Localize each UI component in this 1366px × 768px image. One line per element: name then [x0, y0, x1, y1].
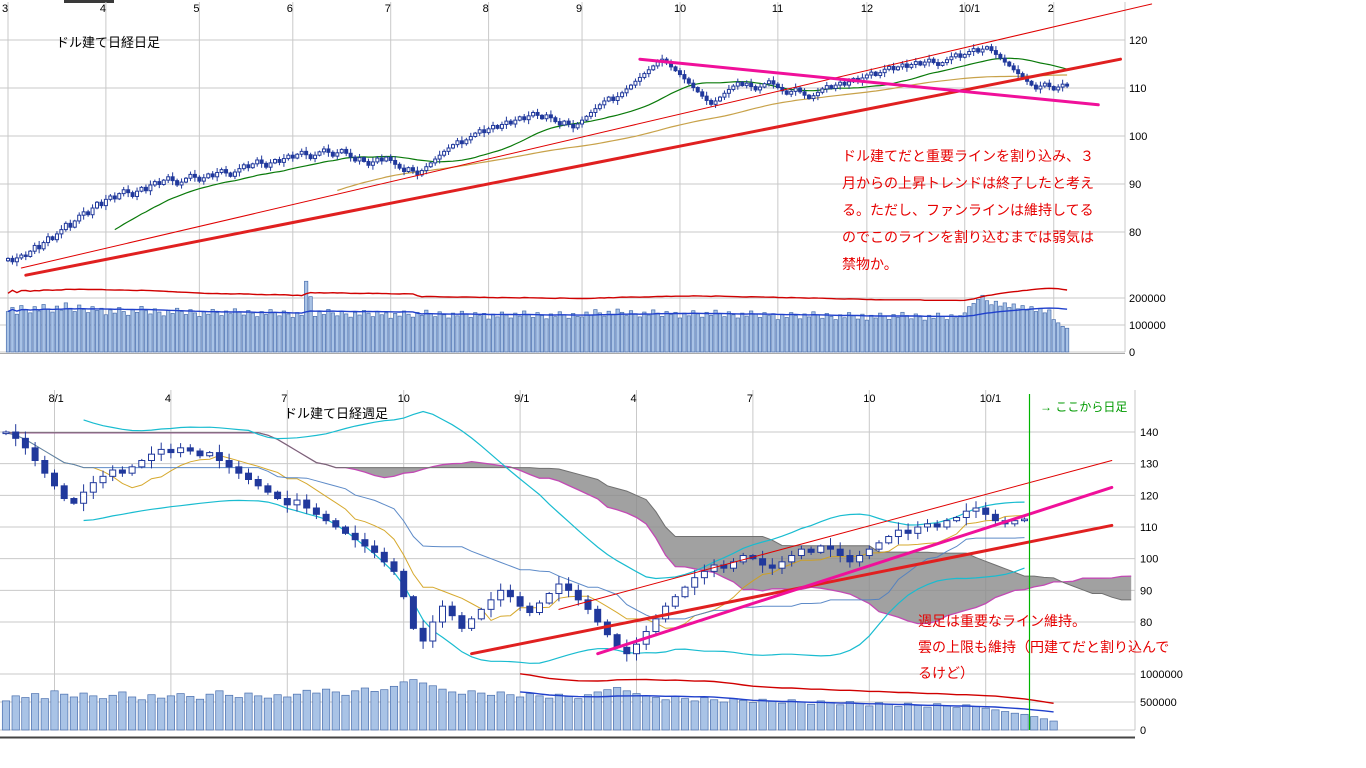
screen-artifact	[64, 0, 114, 3]
svg-text:8/1: 8/1	[49, 393, 64, 405]
annotation-line: 雲の上限も維持（円建てだと割り込んで	[918, 639, 1170, 655]
axis-labels: 8/1 4 7 10 9/1 4 7 10 10/1 140 130 120 110 100 90 80 100…	[49, 393, 1183, 737]
annotation-line: 週足は重要なライン維持。	[918, 613, 1086, 629]
svg-text:9: 9	[576, 3, 582, 15]
svg-text:90: 90	[1140, 585, 1152, 597]
svg-text:1000000: 1000000	[1140, 669, 1183, 681]
green-note: → ここから日足	[1040, 400, 1128, 414]
svg-text:5: 5	[193, 3, 199, 15]
svg-text:100: 100	[1140, 554, 1158, 566]
svg-text:110: 110	[1129, 83, 1147, 95]
svg-text:7: 7	[281, 393, 287, 405]
weekly-chart-title: ドル建て日経週足	[284, 406, 389, 421]
svg-text:140: 140	[1140, 427, 1158, 439]
trendlines	[20, 3, 1153, 277]
svg-text:4: 4	[631, 393, 637, 405]
svg-text:0: 0	[1129, 347, 1135, 359]
svg-text:200000: 200000	[1129, 293, 1166, 305]
volume-bars	[1, 679, 1058, 731]
svg-text:80: 80	[1129, 227, 1141, 239]
annotation-line: るけど）	[918, 665, 974, 681]
svg-text:8: 8	[483, 3, 489, 15]
annotation-line: 月からの上昇トレンドは終了したと考え	[842, 175, 1094, 191]
daily-annotation: ドル建てだと重要ラインを割り込み、３ 月からの上昇トレンドは終了したと考え る。…	[842, 143, 1094, 278]
daily-chart-canvas[interactable]: 3 4 5 6 7 8 9 10 11 12 10/1 2 120 110 100 90 80 200000 100…	[0, 0, 1366, 360]
weekly-chart-canvas[interactable]: 8/1 4 7 10 9/1 4 7 10 10/1 140 130 120 110 100 90 80 100…	[0, 388, 1366, 768]
svg-text:6: 6	[287, 3, 293, 15]
candles	[6, 43, 1070, 267]
svg-text:10/1: 10/1	[980, 393, 1001, 405]
svg-text:100: 100	[1129, 131, 1147, 143]
annotation-line: る。ただし、ファンラインは維持してる	[842, 202, 1094, 218]
daily-chart-title: ドル建て日経日足	[56, 35, 161, 50]
svg-text:7: 7	[747, 393, 753, 405]
svg-text:12: 12	[861, 3, 873, 15]
svg-text:0: 0	[1140, 725, 1146, 737]
svg-text:10/1: 10/1	[959, 3, 980, 15]
svg-text:11: 11	[772, 3, 783, 15]
svg-text:120: 120	[1129, 35, 1147, 47]
svg-text:100000: 100000	[1129, 320, 1166, 332]
candles	[2, 424, 1028, 662]
svg-text:9/1: 9/1	[514, 393, 529, 405]
svg-text:3: 3	[2, 3, 8, 15]
svg-text:130: 130	[1140, 459, 1158, 471]
trendlines	[470, 460, 1114, 656]
svg-text:120: 120	[1140, 490, 1158, 502]
svg-text:7: 7	[385, 3, 391, 15]
axis-labels: 3 4 5 6 7 8 9 10 11 12 10/1 2 120 110 100 90 80 200000 100…	[2, 3, 1166, 359]
annotation-line: のでこのラインを割り込むまでは弱気は	[842, 229, 1094, 245]
svg-text:4: 4	[100, 3, 106, 15]
svg-text:110: 110	[1140, 522, 1158, 534]
svg-text:90: 90	[1129, 179, 1141, 191]
svg-text:80: 80	[1140, 617, 1152, 629]
weekly-annotation: 週足は重要なライン維持。 雲の上限も維持（円建てだと割り込んで るけど）	[918, 608, 1169, 686]
annotation-line: 禁物か。	[842, 256, 898, 272]
annotation-line: ドル建てだと重要ラインを割り込み、３	[842, 148, 1094, 164]
svg-text:500000: 500000	[1140, 697, 1177, 709]
svg-text:2: 2	[1048, 3, 1054, 15]
volume-bars	[5, 280, 1070, 353]
ichimoku-cloud	[6, 432, 1132, 624]
svg-text:10: 10	[863, 393, 875, 405]
svg-text:10: 10	[674, 3, 686, 15]
svg-text:4: 4	[165, 393, 171, 405]
svg-text:10: 10	[398, 393, 410, 405]
